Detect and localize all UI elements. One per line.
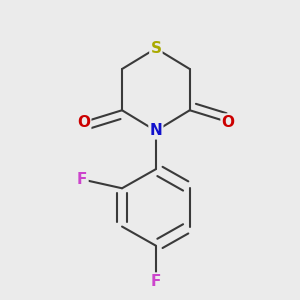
Text: O: O [221,115,235,130]
Text: O: O [77,115,90,130]
Text: F: F [151,274,161,289]
Text: S: S [150,41,161,56]
Text: N: N [149,123,162,138]
Text: F: F [77,172,88,187]
